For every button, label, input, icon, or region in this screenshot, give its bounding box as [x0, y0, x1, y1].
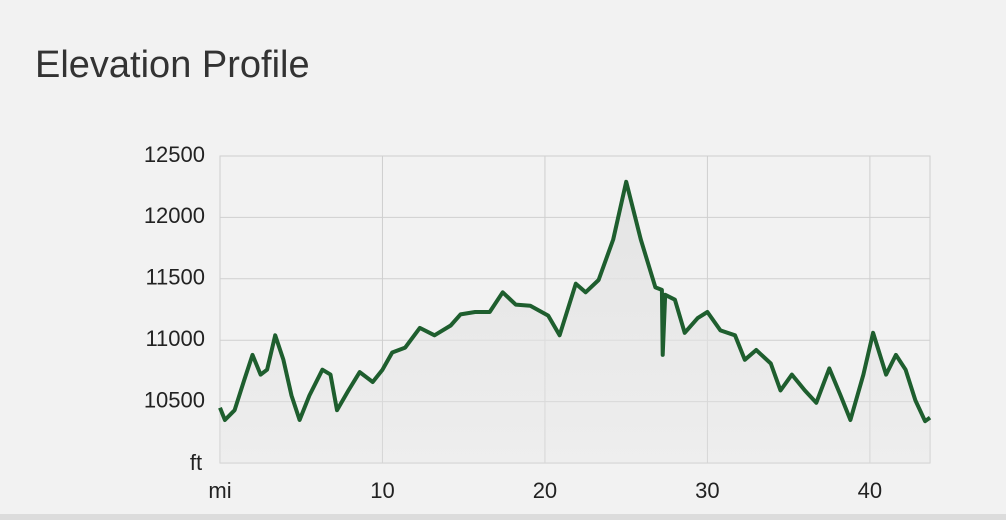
x-tick-label: 30 — [695, 478, 719, 503]
elevation-line — [218, 179, 932, 424]
x-tick-label: 40 — [858, 478, 882, 503]
y-tick-label: 10500 — [144, 387, 205, 412]
y-tick-label: 11000 — [145, 326, 205, 351]
x-tick-label: 20 — [533, 478, 557, 503]
elevation-area — [220, 181, 930, 464]
y-axis-label: ft — [190, 450, 202, 475]
bottom-divider — [0, 514, 1006, 520]
chart-title: Elevation Profile — [35, 44, 310, 86]
y-tick-label: 12500 — [144, 142, 205, 167]
x-axis-label: mi — [208, 478, 231, 503]
y-tick-label: 11500 — [145, 265, 205, 290]
y-tick-label: 12000 — [144, 203, 205, 228]
x-tick-label: 10 — [370, 478, 394, 503]
